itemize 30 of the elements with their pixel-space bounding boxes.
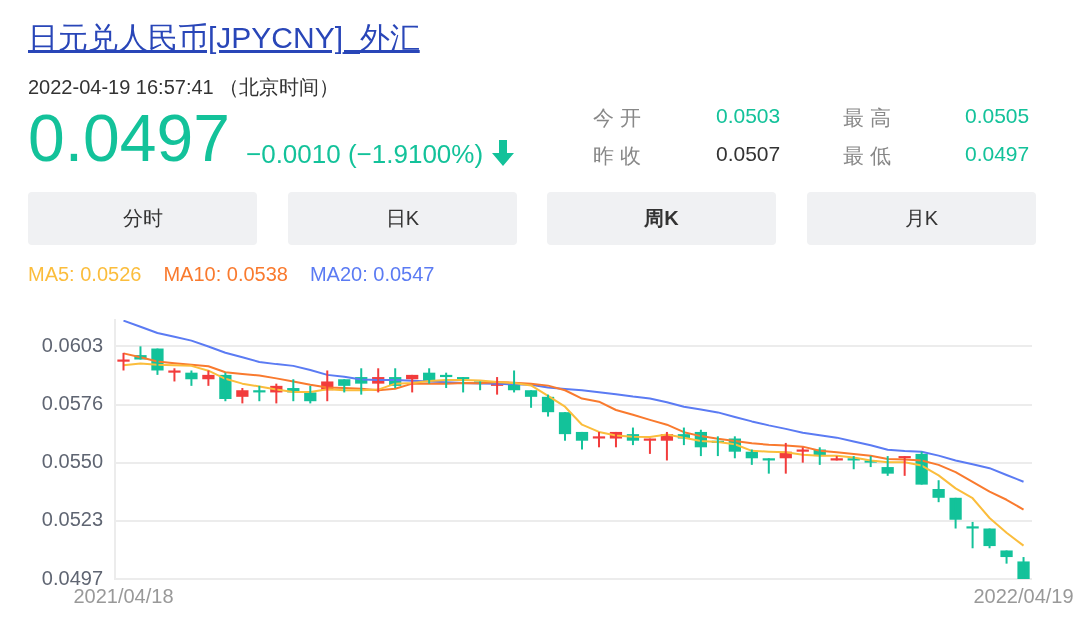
text: MA20: 0.0547 [309, 263, 435, 285]
x-tick-label: 2022/04/19 [973, 584, 1074, 607]
candlestick [1000, 549, 1013, 565]
text: MA10: 0.0538 [163, 263, 288, 285]
candlestick [592, 430, 606, 449]
text: MA5: 0.0526 [28, 263, 142, 285]
text: −0.0010 (−1.9100%) [246, 139, 484, 170]
candlestick [949, 496, 962, 530]
text: 周K [547, 192, 776, 245]
y-tick-label: 0.0576 [41, 392, 103, 415]
text: 0.0507 [716, 142, 781, 166]
candlestick [168, 367, 181, 383]
text: 最 低 [843, 143, 891, 169]
candlestick [1017, 556, 1030, 580]
candlestick [932, 479, 945, 504]
text: 今 开 [593, 105, 641, 131]
chart-title: 日元兑人民币[JPYCNY]_外汇 [28, 20, 420, 56]
candlestick [966, 520, 979, 550]
text: 最 高 [843, 105, 891, 131]
y-tick-label: 0.0550 [41, 450, 103, 473]
text: 分时 [28, 192, 257, 245]
y-tick-label: 0.0603 [41, 333, 103, 356]
text: 日K [288, 192, 517, 245]
text: 0.0505 [965, 104, 1030, 128]
chart-subtitle: 2022-04-19 16:57:41 （北京时间） [28, 75, 340, 100]
text: 0.0497 [965, 142, 1030, 166]
y-tick-label: 0.0523 [41, 508, 103, 531]
text: 0.0503 [716, 104, 781, 128]
text: 月K [807, 192, 1036, 245]
text: 昨 收 [593, 143, 641, 169]
